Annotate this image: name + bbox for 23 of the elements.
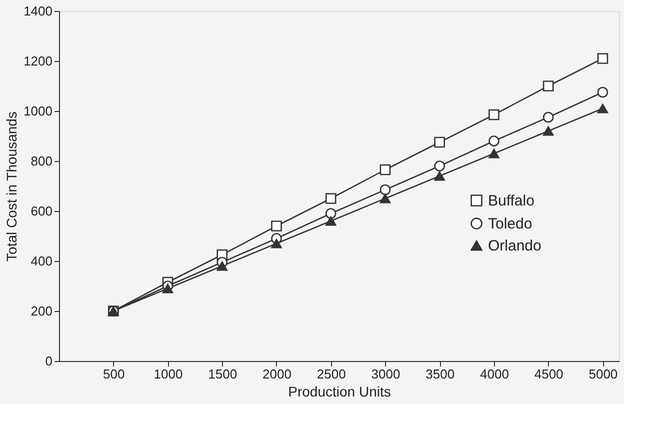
legend-label: Orlando: [488, 238, 542, 254]
x-tick-label: 500: [103, 366, 125, 382]
x-tick-label: 2500: [316, 366, 346, 382]
legend-label: Toledo: [488, 216, 532, 232]
y-tick-label: 200: [30, 304, 52, 318]
y-tick-label: 0: [45, 354, 52, 368]
y-tick-label: 1000: [24, 104, 52, 118]
x-tick-label: 3500: [426, 366, 455, 382]
y-axis-title: Total Cost in Thousands: [4, 112, 20, 262]
x-tick-label: 2000: [262, 366, 292, 382]
y-tick-label: 1200: [24, 54, 52, 68]
y-tick-label: 800: [30, 154, 52, 168]
x-tick-label: 1000: [154, 366, 183, 382]
x-axis-title: Production Units: [288, 384, 391, 400]
x-tick-label: 4000: [480, 366, 509, 382]
x-tick-label: 4500: [534, 366, 564, 382]
x-tick-label: 5000: [588, 366, 618, 382]
y-tick-label: 600: [30, 204, 52, 218]
y-tick-label: 1400: [24, 4, 52, 18]
x-tick-label: 3000: [371, 366, 400, 382]
y-tick-label: 400: [30, 254, 52, 268]
x-tick-label: 1500: [208, 366, 238, 382]
legend-label: Buffalo: [488, 192, 534, 210]
